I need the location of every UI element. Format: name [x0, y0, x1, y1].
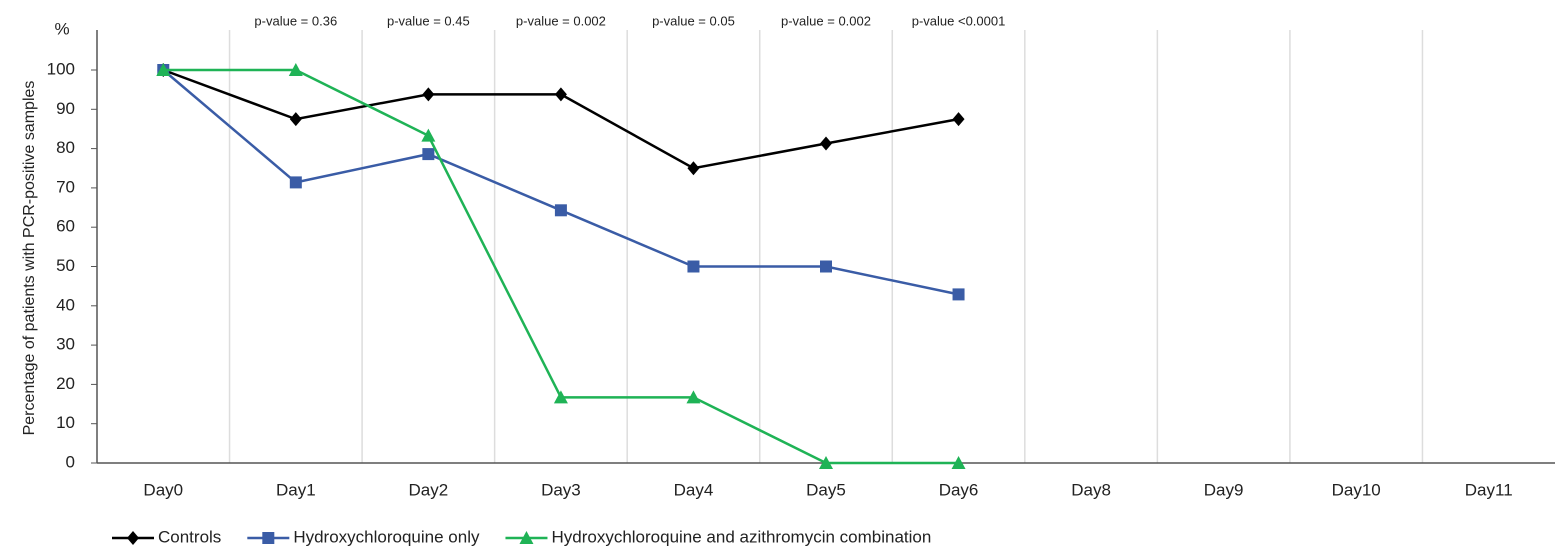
legend-label: Hydroxychloroquine and azithromycin comb… — [551, 527, 931, 546]
x-tick-label: Day8 — [1071, 480, 1111, 499]
marker — [422, 148, 435, 161]
marker — [952, 112, 965, 127]
y-tick-label: 20 — [56, 374, 75, 393]
marker — [422, 87, 435, 102]
marker — [289, 176, 302, 189]
p-value-annotation: p-value = 0.05 — [652, 13, 735, 28]
x-tick-label: Day10 — [1332, 480, 1381, 499]
x-tick-label: Day11 — [1465, 480, 1513, 499]
y-tick-label: 70 — [56, 177, 75, 196]
x-tick-label: Day6 — [939, 480, 979, 499]
y-tick-label: 80 — [56, 138, 75, 157]
marker — [820, 136, 832, 151]
marker — [127, 531, 139, 545]
legend-label: Hydroxychloroquine only — [293, 527, 480, 546]
x-tick-label: Day4 — [674, 480, 714, 499]
x-tick-label: Day0 — [143, 480, 183, 499]
marker — [156, 63, 171, 76]
p-value-annotation: p-value = 0.002 — [781, 13, 871, 28]
marker — [554, 87, 567, 102]
y-axis-label: Percentage of patients with PCR-positive… — [21, 81, 38, 436]
p-value-annotation: p-value = 0.002 — [516, 13, 606, 28]
x-tick-label: Day3 — [541, 480, 581, 499]
x-tick-label: Day5 — [806, 480, 846, 499]
y-tick-label: 10 — [56, 413, 75, 432]
y-tick-label: 60 — [56, 217, 75, 236]
x-tick-label: Day2 — [409, 480, 449, 499]
y-tick-label: 50 — [56, 256, 75, 275]
y-tick-label: 40 — [56, 295, 75, 314]
series-line — [162, 69, 959, 296]
marker — [686, 390, 701, 404]
y-tick-label: 0 — [66, 452, 75, 471]
marker — [819, 456, 833, 469]
marker — [820, 260, 832, 273]
p-value-annotation: p-value = 0.45 — [387, 13, 470, 28]
marker — [687, 161, 700, 176]
y-unit: % — [54, 19, 69, 38]
p-value-annotation: p-value = 0.36 — [254, 13, 337, 28]
y-tick-label: 90 — [56, 99, 75, 118]
marker — [421, 128, 436, 142]
x-tick-label: Day9 — [1204, 480, 1244, 499]
marker — [951, 456, 966, 469]
marker — [519, 531, 534, 544]
legend-label: Controls — [158, 527, 221, 546]
series-line — [163, 68, 959, 465]
marker — [687, 260, 700, 273]
series-line — [162, 68, 959, 170]
marker — [553, 390, 568, 404]
marker — [952, 288, 965, 301]
x-tick-label: Day1 — [276, 480, 316, 499]
p-value-annotation: p-value <0.0001 — [912, 13, 1006, 28]
y-tick-label: 100 — [47, 59, 75, 78]
marker — [554, 204, 567, 217]
y-tick-label: 30 — [56, 335, 75, 354]
marker — [289, 112, 302, 127]
marker — [288, 63, 303, 76]
marker — [262, 532, 275, 544]
